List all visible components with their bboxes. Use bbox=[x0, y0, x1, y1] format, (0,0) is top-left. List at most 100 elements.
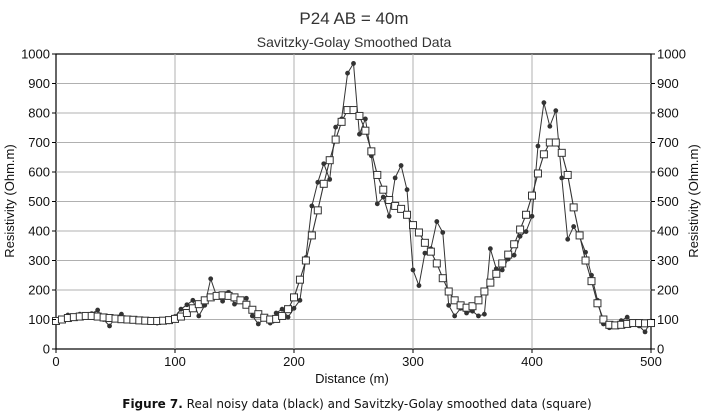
noisy-data-point bbox=[255, 321, 261, 327]
y-tick-label: 400 bbox=[28, 224, 50, 239]
smoothed-data-point bbox=[557, 148, 566, 157]
noisy-data-point bbox=[440, 230, 446, 235]
noisy-data-point bbox=[309, 203, 315, 209]
noisy-data-point bbox=[476, 313, 481, 319]
noisy-data-point bbox=[196, 313, 202, 319]
smoothed-data-point bbox=[474, 296, 483, 305]
noisy-data-point bbox=[553, 108, 559, 114]
noisy-data-point bbox=[464, 310, 469, 316]
noisy-data-point bbox=[517, 233, 523, 239]
noisy-data-point bbox=[357, 131, 362, 137]
smoothed-data-point bbox=[349, 106, 358, 115]
noisy-data-point bbox=[351, 61, 356, 66]
noisy-data-point bbox=[482, 311, 487, 317]
noisy-data-point bbox=[184, 302, 190, 308]
noisy-data-point bbox=[487, 246, 493, 252]
noisy-data-point bbox=[232, 301, 237, 307]
y-tick-label: 900 bbox=[28, 76, 50, 91]
y-tick-label: 500 bbox=[28, 194, 50, 209]
x-tick-label: 200 bbox=[283, 354, 305, 369]
x-tick-label: 500 bbox=[640, 354, 662, 369]
smoothed-data-point bbox=[278, 311, 287, 320]
smoothed-data-point bbox=[420, 238, 429, 247]
noisy-data-point bbox=[386, 213, 392, 219]
smoothed-data-point bbox=[414, 228, 423, 237]
smoothed-data-point bbox=[295, 275, 304, 284]
noisy-data-point bbox=[291, 305, 297, 311]
noisy-data-point bbox=[589, 272, 594, 278]
noisy-data-point bbox=[535, 143, 541, 149]
noisy-data-point bbox=[107, 323, 112, 329]
x-tick-label: 0 bbox=[52, 354, 59, 369]
smoothed-data-point bbox=[498, 259, 507, 268]
noisy-data-point bbox=[178, 306, 184, 312]
noisy-data-point bbox=[446, 302, 452, 308]
noisy-data-point bbox=[642, 329, 648, 335]
noisy-data-point bbox=[285, 314, 291, 320]
y-tick-label-right: 900 bbox=[657, 76, 679, 91]
y-tick-label: 700 bbox=[28, 135, 50, 150]
smoothed-data-point bbox=[647, 319, 655, 328]
noisy-data-point bbox=[511, 252, 517, 258]
smoothed-data-point bbox=[248, 305, 257, 314]
noisy-data-point bbox=[547, 123, 553, 129]
x-tick-label: 100 bbox=[164, 354, 186, 369]
smoothed-data-point bbox=[438, 274, 447, 283]
noisy-data-point bbox=[434, 219, 440, 224]
noisy-data-point bbox=[624, 314, 630, 320]
noisy-data-point bbox=[273, 310, 279, 316]
y-tick-label: 100 bbox=[28, 312, 50, 327]
noisy-data-point bbox=[523, 229, 529, 234]
noisy-data-point bbox=[559, 175, 565, 181]
x-tick-label: 300 bbox=[402, 354, 424, 369]
noisy-data-point bbox=[279, 306, 285, 312]
noisy-data-point bbox=[571, 224, 577, 229]
smoothed-data-point bbox=[397, 204, 406, 213]
y-axis-label-left: Resistivity (Ohm.m) bbox=[2, 144, 17, 257]
y-tick-label-right: 600 bbox=[657, 165, 679, 180]
smoothed-data-point bbox=[284, 305, 293, 314]
noisy-data-point bbox=[583, 249, 588, 255]
noisy-data-point bbox=[321, 161, 327, 167]
smoothed-data-point bbox=[432, 259, 441, 268]
smoothed-data-point bbox=[385, 196, 394, 205]
smoothed-data-point bbox=[325, 156, 334, 165]
smoothed-data-point bbox=[593, 299, 602, 308]
y-tick-label-right: 0 bbox=[657, 342, 664, 357]
smoothed-data-point bbox=[516, 225, 525, 234]
y-tick-label: 200 bbox=[28, 283, 50, 298]
caption-text: Real noisy data (black) and Savitzky-Gol… bbox=[182, 397, 592, 411]
smoothed-data-point bbox=[444, 287, 453, 296]
smoothed-data-point bbox=[569, 203, 578, 212]
data-markers bbox=[52, 61, 655, 335]
y-tick-label-right: 400 bbox=[657, 224, 679, 239]
y-tick-label-right: 200 bbox=[657, 283, 679, 298]
smoothed-data-point bbox=[313, 206, 322, 215]
noisy-data-point bbox=[452, 313, 458, 319]
smoothed-data-point bbox=[319, 179, 328, 188]
smoothed-data-point bbox=[307, 231, 316, 240]
smoothed-data-point bbox=[236, 296, 245, 305]
figure-caption: Figure 7. Real noisy data (black) and Sa… bbox=[0, 397, 714, 411]
noisy-data-point bbox=[541, 100, 547, 106]
y-tick-label-right: 800 bbox=[657, 106, 679, 121]
x-axis-label: Distance (m) bbox=[315, 371, 389, 386]
y-tick-label-right: 300 bbox=[657, 253, 679, 268]
noisy-data-point bbox=[333, 124, 339, 130]
smoothed-data-point bbox=[468, 302, 477, 311]
noisy-data-point bbox=[380, 194, 386, 200]
smoothed-data-point bbox=[409, 221, 417, 230]
noisy-data-point bbox=[416, 283, 422, 288]
smoothed-data-point bbox=[355, 111, 364, 120]
smoothed-data-point bbox=[361, 126, 370, 135]
noisy-data-point bbox=[208, 276, 214, 282]
noisy-data-point bbox=[392, 175, 398, 181]
noisy-data-point bbox=[327, 176, 333, 182]
noisy-data-point bbox=[249, 313, 255, 319]
noisy-data-point bbox=[363, 116, 368, 122]
noisy-data-point bbox=[345, 70, 350, 76]
noisy-data-point bbox=[315, 179, 321, 185]
smoothed-data-point bbox=[188, 304, 197, 313]
x-tick-label: 400 bbox=[521, 354, 543, 369]
noisy-data-point bbox=[529, 213, 535, 219]
